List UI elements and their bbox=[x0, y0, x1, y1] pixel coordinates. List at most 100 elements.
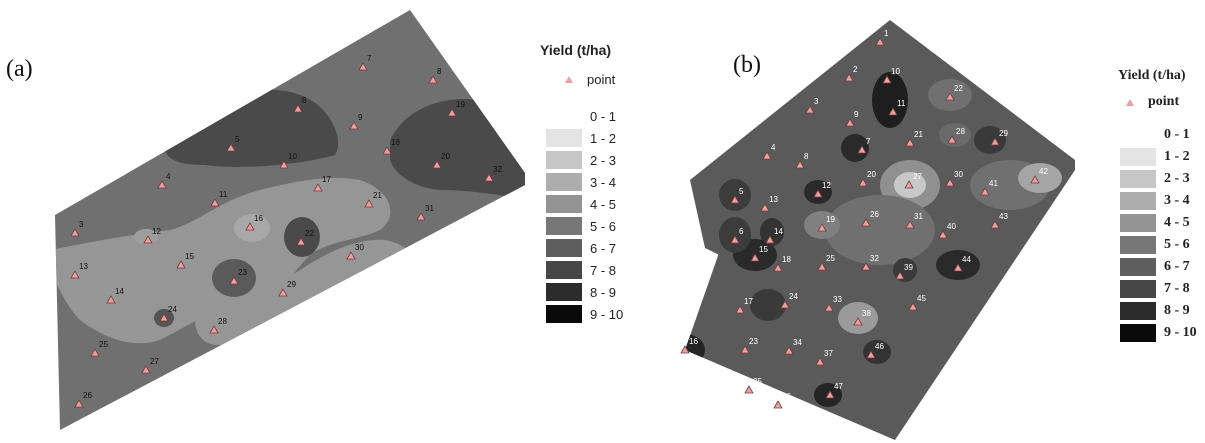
point-triangle-icon bbox=[817, 262, 827, 271]
legend-class-row: 6 - 7 bbox=[1120, 256, 1197, 278]
legend-class-row: 0 - 1 bbox=[546, 105, 623, 127]
legend-class-row: 9 - 10 bbox=[1120, 322, 1197, 344]
legend-class-label: 8 - 9 bbox=[1164, 303, 1190, 318]
point-triangle-icon bbox=[817, 223, 827, 232]
point-label: 9 bbox=[358, 113, 363, 122]
map-a-dark-zone-north bbox=[165, 89, 339, 167]
legend-class-label: 5 - 6 bbox=[590, 218, 617, 234]
point-label: 24 bbox=[168, 305, 177, 314]
point-triangle-icon bbox=[313, 183, 323, 192]
point-triangle-icon bbox=[346, 251, 356, 260]
point-label: 38 bbox=[862, 309, 871, 318]
map-a-light-zone-12 bbox=[134, 229, 158, 245]
point-label: 20 bbox=[441, 152, 450, 161]
point-triangle-icon bbox=[866, 350, 876, 359]
legend-swatch bbox=[1120, 148, 1156, 166]
point-triangle-icon bbox=[750, 253, 760, 262]
point-triangle-icon bbox=[857, 145, 867, 154]
legend-class-label: 7 - 8 bbox=[590, 262, 617, 278]
point-label: 14 bbox=[115, 287, 124, 296]
point-triangle-icon bbox=[953, 263, 963, 272]
sample-point: 26 bbox=[74, 391, 92, 408]
sample-point: 32 bbox=[861, 254, 879, 271]
point-label: 22 bbox=[305, 229, 314, 238]
point-label: 4 bbox=[166, 172, 171, 181]
point-triangle-icon bbox=[784, 346, 794, 355]
point-label: 46 bbox=[875, 342, 884, 351]
point-label: 10 bbox=[891, 67, 900, 76]
legend-class-label: 1 - 2 bbox=[1164, 149, 1190, 164]
point-triangle-icon bbox=[853, 317, 863, 326]
point-label: 20 bbox=[867, 170, 876, 179]
point-triangle-icon bbox=[428, 75, 438, 84]
point-triangle-icon bbox=[279, 160, 289, 169]
sample-point: 3 bbox=[805, 97, 819, 114]
panel-b-label: (b) bbox=[733, 52, 761, 78]
map-b: 1234567891011121314151617181920212223242… bbox=[680, 20, 1075, 440]
sample-point: 6 bbox=[730, 227, 744, 244]
sample-point: 39 bbox=[895, 263, 913, 280]
legend-class-label: 7 - 8 bbox=[1164, 281, 1190, 296]
sample-point: 10 bbox=[279, 152, 297, 169]
point-triangle-icon bbox=[805, 105, 815, 114]
point-triangle-icon bbox=[945, 178, 955, 187]
sample-point: 3 bbox=[70, 220, 84, 237]
point-triangle-icon bbox=[904, 180, 914, 189]
point-label: 18 bbox=[782, 255, 791, 264]
map-a-zones bbox=[55, 89, 525, 345]
point-triangle-icon bbox=[744, 385, 754, 394]
legend-swatch bbox=[546, 173, 582, 191]
point-triangle-icon bbox=[141, 365, 151, 374]
point-label: 10 bbox=[288, 152, 297, 161]
point-triangle-icon bbox=[364, 199, 374, 208]
sample-point: 12 bbox=[813, 181, 831, 198]
point-label: 17 bbox=[744, 297, 753, 306]
point-label: 42 bbox=[1039, 167, 1048, 176]
legend-class-label: 0 - 1 bbox=[590, 108, 617, 124]
legend-swatch bbox=[1120, 192, 1156, 210]
point-triangle-icon bbox=[296, 237, 306, 246]
sample-point: 8 bbox=[795, 152, 809, 169]
legend-b-classes: 0 - 1 1 - 2 2 - 3 3 - 4 4 - 5 5 - 6 6 - 7 7 - 8… bbox=[1120, 124, 1197, 344]
point-triangle-icon bbox=[680, 345, 690, 354]
point-label: 19 bbox=[456, 100, 465, 109]
map-b-dark-zone-10 bbox=[872, 72, 908, 128]
point-triangle-icon bbox=[730, 235, 740, 244]
sample-point: 21 bbox=[364, 191, 382, 208]
sample-point: 18 bbox=[773, 255, 791, 272]
point-label: 40 bbox=[947, 222, 956, 231]
legend-class-label: 8 - 9 bbox=[590, 284, 617, 300]
legend-a-point-label: point bbox=[587, 72, 616, 87]
sample-point: 7 bbox=[857, 137, 871, 154]
point-triangle-icon bbox=[861, 262, 871, 271]
sample-point: 1 bbox=[875, 29, 889, 46]
point-label: 17 bbox=[322, 175, 331, 184]
sample-point: 14 bbox=[106, 287, 124, 304]
sample-point: 12 bbox=[143, 227, 161, 244]
point-label: 4 bbox=[771, 143, 776, 152]
point-triangle-icon bbox=[938, 230, 948, 239]
panel-a-label: (a) bbox=[6, 56, 33, 82]
legend-swatch bbox=[546, 283, 582, 301]
sample-point: 20 bbox=[432, 152, 450, 169]
sample-point: 41 bbox=[980, 179, 998, 196]
legend-class-row: 2 - 3 bbox=[546, 149, 623, 171]
legend-class-row: 1 - 2 bbox=[546, 127, 623, 149]
sample-point: 23 bbox=[229, 268, 247, 285]
point-triangle-icon bbox=[416, 212, 426, 221]
point-label: 43 bbox=[999, 212, 1008, 221]
point-triangle-icon bbox=[888, 107, 898, 116]
sample-point: 47 bbox=[825, 382, 843, 399]
point-label: 21 bbox=[914, 130, 923, 139]
point-label: 44 bbox=[962, 255, 971, 264]
sample-point: 19 bbox=[447, 100, 465, 117]
map-a-light-zone-lower bbox=[195, 239, 414, 345]
point-label: 16 bbox=[689, 337, 698, 346]
legend-class-row: 4 - 5 bbox=[546, 193, 623, 215]
legend-swatch bbox=[1120, 214, 1156, 232]
legend-swatch bbox=[1120, 302, 1156, 320]
map-b-dark-zone-14 bbox=[760, 218, 784, 246]
point-label: 26 bbox=[870, 210, 879, 219]
legend-class-row: 0 - 1 bbox=[1120, 124, 1197, 146]
legend-class-row: 5 - 6 bbox=[546, 215, 623, 237]
